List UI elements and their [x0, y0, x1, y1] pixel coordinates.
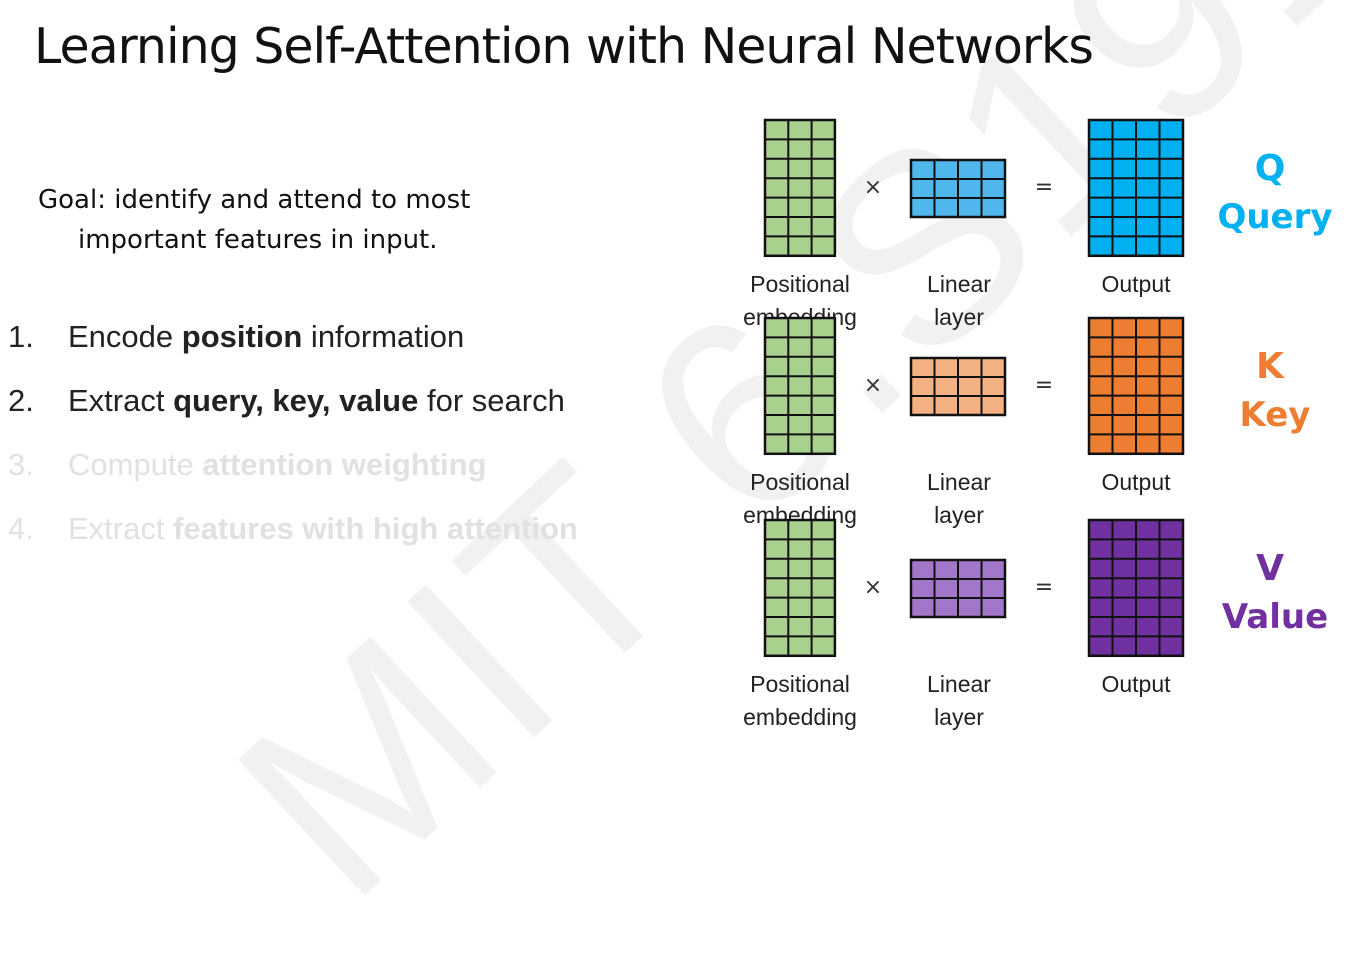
positional-embedding-matrix-frame [763, 316, 837, 456]
step-text-part: Extract [68, 383, 174, 418]
layer-label: layer [934, 502, 984, 528]
times-sign: × [864, 175, 882, 200]
positional-label: Positional [750, 271, 850, 297]
equals-sign: = [1035, 373, 1053, 398]
goal-label: Goal: [38, 185, 106, 215]
times-sign: × [864, 373, 882, 398]
positional-embedding-matrix-frame [763, 118, 837, 258]
step-text-part: information [302, 319, 465, 354]
step-text: Extract query, key, value for search [68, 376, 565, 426]
positional-label: Positional [750, 469, 850, 495]
slide-title: Learning Self-Attention with Neural Netw… [34, 18, 1094, 75]
step-2: 2. Extract query, key, value for search [0, 376, 640, 440]
linear-layer-matrix [909, 558, 1007, 619]
row-value: × = V Value Positional embedding Linear layer Ou… [743, 518, 1328, 730]
value-label: Value [1222, 597, 1328, 637]
step-1: 1. Encode position information [0, 312, 640, 376]
query-letter: Q [1255, 148, 1286, 189]
step-keyword: position [181, 319, 303, 354]
positional-embedding-matrix [763, 518, 837, 658]
linear-layer-matrix [909, 356, 1007, 417]
key-letter: K [1256, 346, 1285, 387]
key-label: Key [1240, 395, 1311, 435]
step-number: 1. [8, 319, 34, 354]
goal-statement: Goal: identify and attend to most import… [38, 180, 578, 260]
output-matrix [1087, 118, 1185, 258]
layer-label: layer [934, 704, 984, 730]
step-text-part: Encode [68, 319, 182, 354]
positional-embedding-matrix [763, 118, 837, 258]
step-keyword: query, key, value [173, 383, 419, 418]
goal-text-line1: identify and attend to most [114, 185, 471, 215]
positional-label: Positional [750, 671, 850, 697]
step-number: 2. [8, 383, 34, 418]
output-matrix [1087, 518, 1185, 658]
output-matrix [1087, 316, 1185, 456]
equals-sign: = [1035, 575, 1053, 600]
step-3: 3. Compute attention weighting [0, 440, 640, 504]
query-label: Query [1217, 197, 1332, 237]
step-keyword: features with high attention [173, 511, 578, 546]
layer-label: layer [934, 304, 984, 330]
linear-layer-matrix [909, 158, 1007, 219]
positional-embedding-matrix-frame [763, 518, 837, 658]
positional-embedding-matrix [763, 316, 837, 456]
step-text-part: Extract [68, 511, 174, 546]
step-number: 4. [8, 511, 34, 546]
embedding-label: embedding [743, 704, 857, 730]
step-text: Encode position information [68, 312, 464, 362]
linear-label: Linear [927, 671, 991, 697]
row-query: ×=QQueryPositionalembeddingLinearlayerOu… [743, 118, 1333, 330]
output-label: Output [1101, 671, 1171, 697]
step-text: Compute attention weighting [68, 440, 487, 490]
row-key: × = KKeyPositionalembeddingLinearlayerOutp… [743, 316, 1311, 528]
step-4: 4. Extract features with high attention [0, 504, 640, 568]
step-text: Extract features with high attention [68, 504, 578, 554]
linear-label: Linear [927, 271, 991, 297]
linear-label: Linear [927, 469, 991, 495]
step-keyword: attention weighting [202, 447, 487, 482]
equals-sign: = [1035, 175, 1053, 200]
output-label: Output [1101, 271, 1171, 297]
step-text-part: for search [418, 383, 565, 418]
value-letter: V [1256, 548, 1284, 589]
goal-text-line2: important features in input. [78, 225, 438, 255]
step-number: 3. [8, 447, 34, 482]
qkv-diagram: × = Q Query Positional embedding Linear layer Ou… [743, 118, 1333, 730]
step-text-part: Compute [68, 447, 203, 482]
times-sign: × [864, 575, 882, 600]
output-label: Output [1101, 469, 1171, 495]
steps-list: 1. Encode position information 2. Extract q… [0, 312, 640, 568]
